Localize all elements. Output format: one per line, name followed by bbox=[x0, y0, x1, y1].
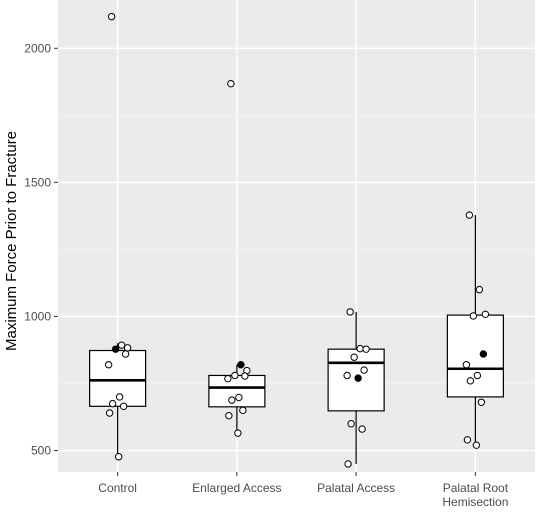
data-point bbox=[104, 361, 113, 369]
y-axis-title: Maximum Force Prior to Fracture bbox=[3, 131, 20, 351]
data-point bbox=[350, 353, 358, 361]
data-point bbox=[119, 402, 128, 410]
data-point bbox=[115, 393, 124, 401]
data-point bbox=[475, 285, 484, 294]
data-point bbox=[358, 425, 366, 433]
data-point bbox=[121, 350, 130, 358]
data-point bbox=[477, 398, 486, 406]
data-point-filled bbox=[479, 350, 488, 358]
box-iqr bbox=[446, 314, 504, 398]
data-point bbox=[481, 310, 490, 319]
data-point bbox=[343, 371, 351, 380]
data-point bbox=[123, 344, 132, 352]
data-point bbox=[466, 377, 475, 385]
y-tick-label: 1000 bbox=[24, 309, 51, 323]
data-point bbox=[228, 396, 236, 404]
data-point bbox=[108, 399, 117, 408]
data-point bbox=[344, 460, 352, 468]
data-point bbox=[107, 12, 116, 21]
y-tick-label: 1500 bbox=[24, 175, 51, 189]
data-point bbox=[234, 429, 242, 437]
data-point bbox=[362, 345, 370, 353]
data-point bbox=[346, 308, 354, 316]
x-tick-label: Control bbox=[98, 481, 137, 495]
data-point bbox=[469, 312, 478, 320]
x-tick-label: Palatal Access bbox=[317, 481, 395, 495]
data-point bbox=[347, 420, 355, 428]
data-point bbox=[465, 211, 474, 219]
data-point bbox=[239, 406, 247, 415]
x-tick-label: Hemisection bbox=[442, 495, 508, 509]
data-point-filled bbox=[354, 374, 362, 382]
x-tick-label: Palatal Root bbox=[443, 481, 509, 495]
data-point bbox=[114, 453, 123, 461]
data-point-filled bbox=[111, 345, 120, 353]
data-point bbox=[241, 372, 249, 380]
data-point bbox=[117, 341, 126, 349]
data-point bbox=[462, 361, 471, 369]
data-point bbox=[360, 366, 368, 374]
axis-ticks: 500 1000 1500 2000 Control Enlarged Access Pal… bbox=[24, 41, 508, 509]
x-tick-label: Enlarged Access bbox=[192, 481, 281, 495]
data-point bbox=[225, 411, 233, 420]
data-point bbox=[356, 344, 364, 353]
data-point bbox=[224, 374, 232, 383]
data-point-filled bbox=[237, 361, 245, 369]
data-point bbox=[105, 409, 114, 417]
y-tick-label: 2000 bbox=[24, 41, 51, 55]
data-point bbox=[473, 371, 482, 380]
data-points bbox=[104, 12, 490, 468]
data-point bbox=[235, 393, 243, 402]
data-point bbox=[231, 371, 239, 380]
y-tick-label: 500 bbox=[31, 444, 51, 458]
data-point bbox=[227, 79, 235, 88]
data-point bbox=[463, 436, 472, 444]
box-iqr bbox=[208, 374, 266, 408]
data-point bbox=[472, 441, 481, 449]
